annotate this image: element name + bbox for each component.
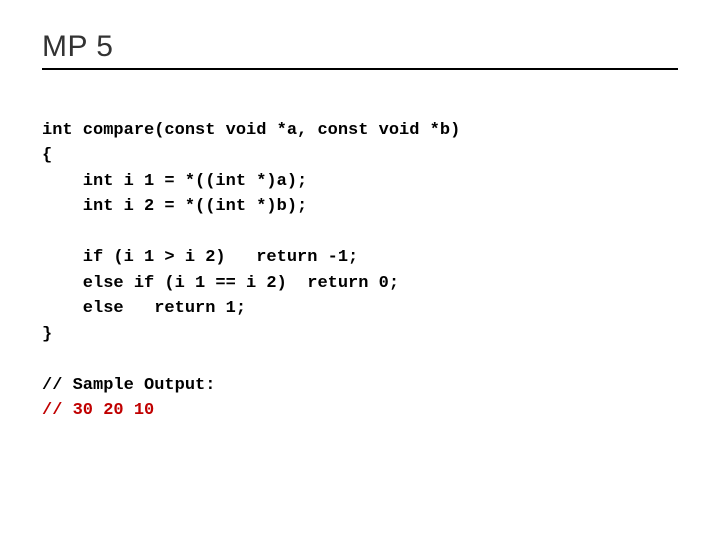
code-line: if (i 1 > i 2) return -1; [42, 248, 358, 267]
slide-title: MP 5 [42, 30, 678, 64]
sample-output-line: // 30 20 10 [42, 401, 154, 420]
code-line: int i 1 = *((int *)a); [42, 172, 307, 191]
code-line: else if (i 1 == i 2) return 0; [42, 274, 399, 293]
code-line: int i 2 = *((int *)b); [42, 197, 307, 216]
slide: MP 5 int compare(const void *a, const vo… [0, 0, 720, 540]
code-line: else return 1; [42, 299, 246, 318]
title-underline: MP 5 [42, 30, 678, 70]
code-block: int compare(const void *a, const void *b… [42, 92, 678, 449]
code-line: } [42, 325, 52, 344]
code-line: // Sample Output: [42, 376, 215, 395]
code-line: { [42, 146, 52, 165]
code-line: int compare(const void *a, const void *b… [42, 121, 460, 140]
